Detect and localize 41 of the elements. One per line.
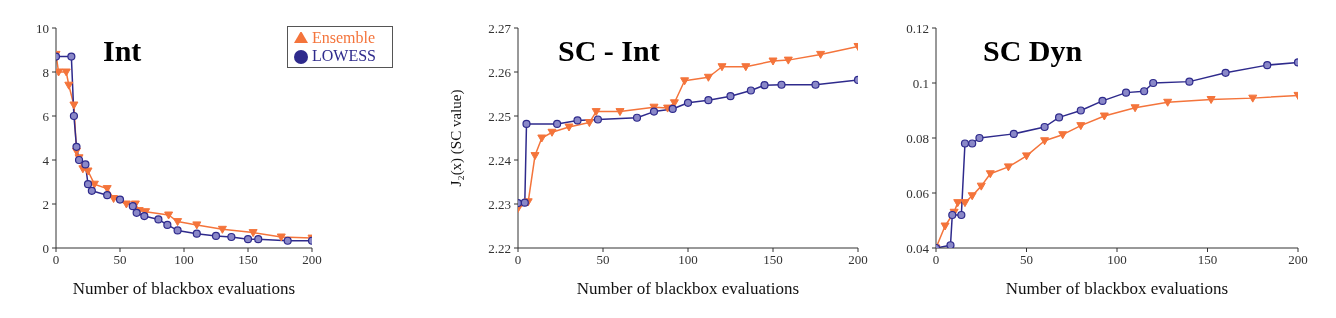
y-tick-label: 2.26 [488,64,512,80]
x-tick-label: 150 [1197,252,1218,268]
x-tick-label: 50 [596,252,610,268]
x-tick-label: 0 [52,252,60,268]
y-tick-label: 0.08 [906,130,929,146]
x-tick-label: 150 [238,252,258,268]
x-tick-label: 100 [678,252,698,268]
chart-title: SC - Int [558,34,660,68]
x-tick-label: 200 [1288,252,1308,268]
legend-label: LOWESS [312,47,376,64]
y-tick-label: 2.27 [488,20,512,36]
y-tick-label: 8 [42,64,49,80]
y-tick-label: 2 [42,196,49,212]
x-tick-label: 50 [1020,252,1033,268]
y-tick-label: 0.12 [906,20,929,36]
x-tick-label: 200 [302,252,322,268]
chart-title: Int [103,34,142,68]
x-tick-label: 50 [113,252,127,268]
x-tick-label: 200 [848,252,868,268]
x-tick-label: 150 [763,252,783,268]
y-tick-label: 2.22 [488,240,511,256]
chart-title: SC Dyn [983,34,1083,68]
y-tick-label: 2.23 [488,196,511,212]
x-tick-label: 0 [514,252,522,268]
x-axis-title: Number of blackbox evaluations [1005,279,1229,298]
y-tick-label: 2.25 [488,108,511,124]
x-axis-title: Number of blackbox evaluations [576,279,800,298]
y-tick-label: 0.04 [906,240,930,256]
y-tick-label: 2.24 [488,152,512,168]
y-axis-title: J₂(x) (SC value) [448,89,466,187]
x-axis-title: Number of blackbox evaluations [72,279,296,298]
x-tick-label: 100 [174,252,194,268]
x-tick-label: 0 [932,252,940,268]
y-tick-label: 10 [36,20,49,36]
y-tick-label: 0.06 [906,185,930,201]
x-tick-label: 100 [1107,252,1127,268]
y-tick-label: 0 [42,240,49,256]
legend-label: Ensemble [312,29,376,46]
y-tick-label: 4 [42,152,50,168]
y-tick-label: 0.1 [912,75,929,91]
y-tick-label: 6 [42,108,50,124]
